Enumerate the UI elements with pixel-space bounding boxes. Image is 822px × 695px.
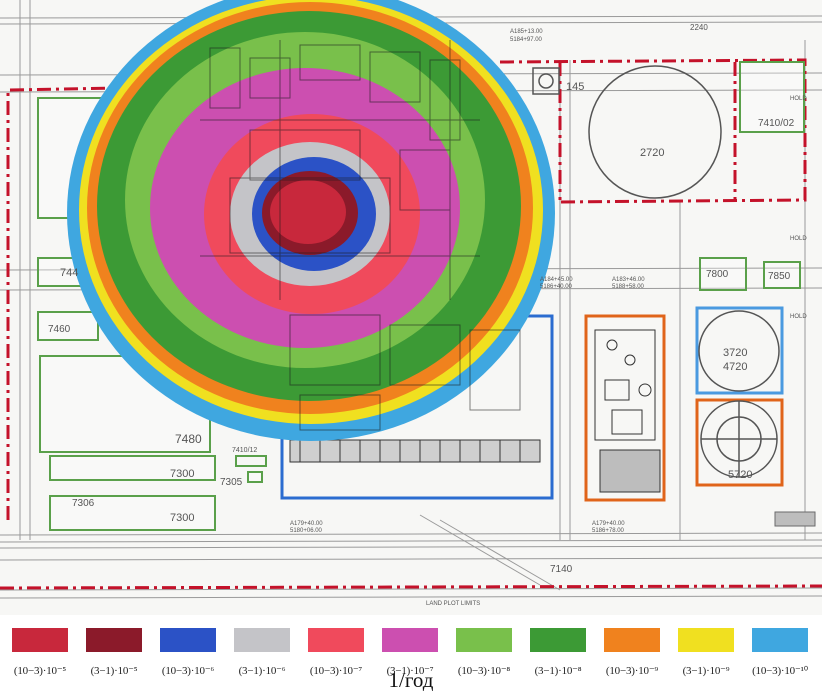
legend-label-9: (10−3)·10⁻⁹	[605, 665, 659, 677]
legend-swatch-11	[752, 628, 808, 652]
legend-swatch-10	[678, 628, 734, 652]
legend-item-2: (3−1)·10⁻⁵	[79, 618, 149, 677]
label-744: 744	[60, 267, 78, 279]
legend-unit: 1/год	[388, 668, 434, 692]
legend-label-8: (3−1)·10⁻⁸	[534, 665, 582, 677]
legend-swatch-9	[604, 628, 660, 652]
legend-label-6: (3−1)·10⁻⁷	[386, 665, 434, 677]
legend-item-5: (10−3)·10⁻⁷	[301, 618, 371, 677]
legend-item-6: (3−1)·10⁻⁷	[375, 618, 445, 677]
label-coord4b: 5180+06.00	[290, 528, 323, 534]
legend-swatch-5	[308, 628, 364, 652]
legend-item-4: (3−1)·10⁻⁶	[227, 618, 297, 677]
label-7300-a: 7300	[170, 468, 194, 480]
legend-label-1: (10−3)·10⁻⁵	[13, 665, 67, 677]
label-coord3b: 5188+58.00	[612, 284, 645, 290]
label-hold-2: HOLD	[790, 236, 807, 242]
label-2720: 2720	[640, 147, 664, 159]
legend-swatch-4	[234, 628, 290, 652]
unit-detail	[289, 329, 661, 493]
storage-tanks	[202, 65, 780, 478]
label-4720: 4720	[723, 361, 747, 373]
label-3720: 3720	[723, 347, 747, 359]
label-land-plot-limits: LAND PLOT LIMITS	[426, 601, 480, 607]
label-7306: 7306	[72, 498, 95, 509]
legend-swatch-8	[530, 628, 586, 652]
legend-swatch-7	[456, 628, 512, 652]
legend-item-3: (10−3)·10⁻⁶	[153, 618, 223, 677]
label-7800: 7800	[706, 269, 729, 280]
legend-label-4: (3−1)·10⁻⁶	[238, 665, 286, 677]
label-7410-12: 7410/12	[232, 447, 257, 454]
legend-swatch-2	[86, 628, 142, 652]
legend-item-1: (10−3)·10⁻⁵	[5, 618, 75, 677]
label-coord2a: A184+45.00	[540, 277, 573, 283]
label-hold-1: HOLD	[790, 96, 807, 102]
label-hold-3: HOLD	[790, 314, 807, 320]
label-7305: 7305	[220, 477, 243, 488]
label-coord2b: 5186+40.00	[540, 284, 573, 290]
legend-label-7: (10−3)·10⁻⁸	[457, 665, 511, 677]
label-coord4a: A179+40.00	[290, 521, 323, 527]
legend-swatch-6	[382, 628, 438, 652]
legend-item-8: (3−1)·10⁻⁸	[523, 618, 593, 677]
risk-legend: (10−3)·10⁻⁵ (3−1)·10⁻⁵ (10−3)·10⁻⁶ (3−1)…	[0, 618, 822, 695]
label-7460: 7460	[48, 324, 71, 335]
legend-item-7: (10−3)·10⁻⁸	[449, 618, 519, 677]
legend-label-10: (3−1)·10⁻⁹	[682, 665, 730, 677]
risk-zone-10-3e-5	[270, 180, 346, 244]
site-plan-map: 2240 A185+13.00 5184+97.00 145 2720 7410…	[0, 0, 822, 607]
legend-item-10: (3−1)·10⁻⁹	[671, 618, 741, 677]
edge-blocks	[235, 455, 816, 527]
risk-zones	[67, 0, 555, 441]
legend-label-2: (3−1)·10⁻⁵	[90, 665, 138, 677]
legend-swatch-1	[12, 628, 68, 652]
legend-item-11: (10−3)·10⁻¹⁰	[745, 618, 815, 677]
label-7480: 7480	[175, 432, 202, 446]
legend-item-9: (10−3)·10⁻⁹	[597, 618, 667, 677]
label-coord5b: 5186+78.00	[592, 528, 625, 534]
label-coord1a: A185+13.00	[510, 29, 543, 35]
label-7410-02: 7410/02	[758, 118, 795, 129]
legend-label-3: (10−3)·10⁻⁶	[161, 665, 215, 677]
label-2240: 2240	[690, 23, 708, 32]
legend-label-5: (10−3)·10⁻⁷	[309, 665, 363, 677]
legend-swatch-3	[160, 628, 216, 652]
label-7850: 7850	[768, 271, 791, 282]
label-coord1b: 5184+97.00	[510, 37, 543, 43]
label-7300-b: 7300	[170, 512, 194, 524]
legend-label-11: (10−3)·10⁻¹⁰	[752, 665, 808, 677]
label-coord5a: A179+40.00	[592, 521, 625, 527]
label-145: 145	[566, 81, 584, 93]
label-coord3a: A183+46.00	[612, 277, 645, 283]
label-5720: 5720	[728, 469, 752, 481]
plan-labels: 2240 A185+13.00 5184+97.00 145 2720 7410…	[48, 23, 807, 607]
zone-overlay-linework	[200, 40, 521, 431]
red-boundaries	[0, 58, 822, 590]
label-7140: 7140	[550, 564, 573, 575]
